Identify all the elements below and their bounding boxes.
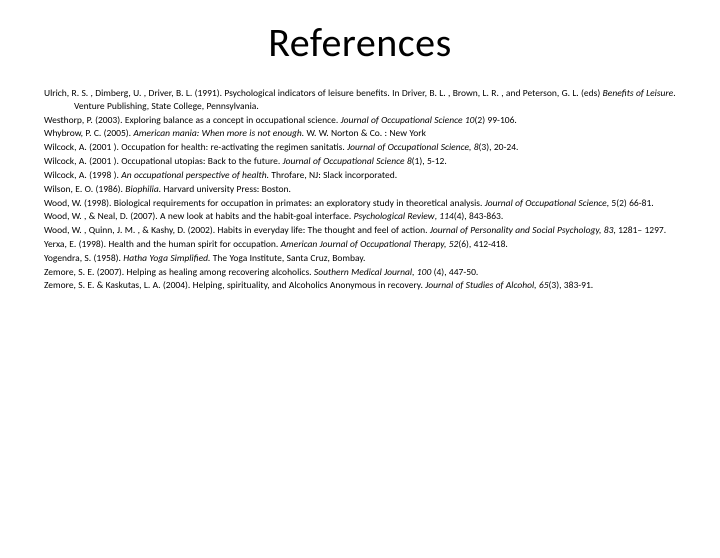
reference-entry: Westhorp, P. (2003). Exploring balance a…: [44, 114, 676, 127]
reference-entry: Wilcock, A. (2001 ). Occupational utopia…: [44, 155, 676, 168]
slide: References Ulrich, R. S. , Dimberg, U. ,…: [0, 18, 720, 558]
reference-entry: Yogendra, S. (1958). Hatha Yoga Simplifi…: [44, 252, 676, 265]
references-list: Ulrich, R. S. , Dimberg, U. , Driver, B.…: [0, 87, 720, 292]
reference-entry: Wood, W. , & Neal, D. (2007). A new look…: [44, 210, 676, 223]
page-title: References: [0, 18, 720, 67]
reference-entry: Wilcock, A. (2001 ). Occupation for heal…: [44, 141, 676, 154]
reference-entry: Ulrich, R. S. , Dimberg, U. , Driver, B.…: [44, 87, 676, 113]
reference-entry: Whybrow, P. C. (2005). American mania: W…: [44, 127, 676, 140]
reference-entry: Wilson, E. O. (1986). Biophilia. Harvard…: [44, 183, 676, 196]
reference-entry: Wood, W. (1998). Biological requirements…: [44, 197, 676, 210]
reference-entry: Yerxa, E. (1998). Health and the human s…: [44, 238, 676, 251]
reference-entry: Zemore, S. E. (2007). Helping as healing…: [44, 266, 676, 279]
reference-entry: Wood, W. , Quinn, J. M. , & Kashy, D. (2…: [44, 224, 676, 237]
reference-entry: Zemore, S. E. & Kaskutas, L. A. (2004). …: [44, 279, 676, 292]
reference-entry: Wilcock, A. (1998 ). An occupational per…: [44, 169, 676, 182]
